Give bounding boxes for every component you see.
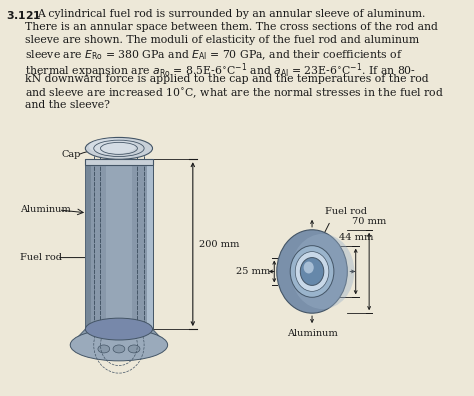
Text: Cap: Cap xyxy=(62,150,81,159)
Text: Fuel rod: Fuel rod xyxy=(325,207,367,216)
Circle shape xyxy=(291,234,355,309)
Polygon shape xyxy=(85,159,153,165)
Text: and sleeve are increased 10$^{\circ}$C, what are the normal stresses in the fuel: and sleeve are increased 10$^{\circ}$C, … xyxy=(25,87,444,101)
Text: There is an annular space between them. The cross sections of the rod and: There is an annular space between them. … xyxy=(25,22,438,32)
Ellipse shape xyxy=(98,345,109,353)
Text: 44 mm: 44 mm xyxy=(338,233,373,242)
Polygon shape xyxy=(85,159,91,329)
Text: $\mathbf{3.121}$: $\mathbf{3.121}$ xyxy=(7,10,42,21)
Ellipse shape xyxy=(113,345,125,353)
Ellipse shape xyxy=(85,318,153,340)
Text: Aluminum: Aluminum xyxy=(20,206,71,214)
Text: and the sleeve?: and the sleeve? xyxy=(25,100,110,110)
Polygon shape xyxy=(146,159,153,329)
Polygon shape xyxy=(85,159,153,329)
Text: thermal expansion are $a_{\rm Ro}$ = 8.5E-6$^{\circ}$C$^{-1}$ and $a_{\rm Al}$ =: thermal expansion are $a_{\rm Ro}$ = 8.5… xyxy=(25,61,416,80)
Text: kN downward force is applied to the cap and the temperatures of the rod: kN downward force is applied to the cap … xyxy=(25,74,428,84)
Circle shape xyxy=(301,257,324,286)
Ellipse shape xyxy=(128,345,140,353)
Ellipse shape xyxy=(85,137,153,159)
Text: Fuel rod: Fuel rod xyxy=(20,253,62,262)
Text: 200 mm: 200 mm xyxy=(199,240,239,249)
Circle shape xyxy=(295,251,329,291)
Text: sleeve are $E_{\rm Ro}$ = 380 GPa and $E_{\rm Al}$ = 70 GPa, and their coefficie: sleeve are $E_{\rm Ro}$ = 380 GPa and $E… xyxy=(25,48,403,62)
Circle shape xyxy=(290,246,334,297)
Circle shape xyxy=(277,230,347,313)
Text: Aluminum: Aluminum xyxy=(287,329,337,338)
Circle shape xyxy=(304,261,314,274)
Polygon shape xyxy=(106,159,131,329)
Text: sleeve are shown. The moduli of elasticity of the fuel rod and aluminum: sleeve are shown. The moduli of elastici… xyxy=(25,35,419,45)
Ellipse shape xyxy=(89,139,136,154)
Polygon shape xyxy=(70,329,168,345)
Ellipse shape xyxy=(70,329,168,361)
Text: 70 mm: 70 mm xyxy=(352,217,386,226)
Text: 25 mm: 25 mm xyxy=(236,267,270,276)
Text: A cylindrical fuel rod is surrounded by an annular sleeve of aluminum.: A cylindrical fuel rod is surrounded by … xyxy=(36,10,425,19)
